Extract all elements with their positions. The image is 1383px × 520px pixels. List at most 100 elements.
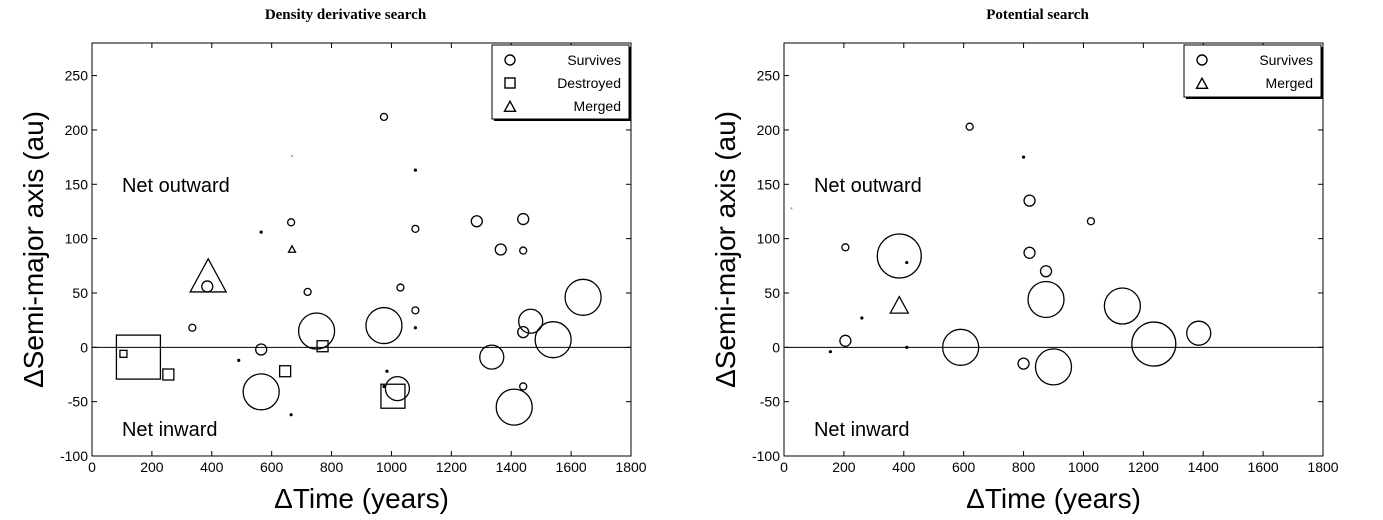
data-point-destroyed xyxy=(115,334,162,380)
data-point-survives xyxy=(1027,280,1065,319)
chart-title: Density derivative search xyxy=(264,7,427,23)
data-point-survives xyxy=(1034,348,1073,386)
y-tick-label: 150 xyxy=(65,176,89,192)
data-point-survives xyxy=(564,278,602,316)
data-point-survives xyxy=(382,384,386,389)
x-axis-label: ΔTime (years) xyxy=(274,483,449,514)
data-point-survives xyxy=(1103,287,1142,325)
data-point-survives xyxy=(413,326,417,330)
data-point-survives xyxy=(495,388,533,426)
x-tick-label: 400 xyxy=(200,459,224,475)
data-point-survives xyxy=(534,321,572,359)
data-point-survives xyxy=(1131,321,1177,367)
plot-frame xyxy=(91,42,632,457)
legend-marker-circle xyxy=(1196,54,1208,66)
data-point-dot xyxy=(790,207,793,210)
x-tick-label: 1000 xyxy=(376,459,407,475)
x-axis-label: ΔTime (years) xyxy=(966,483,1141,514)
y-tick-label: 250 xyxy=(757,68,781,84)
x-tick-label: 1400 xyxy=(496,459,527,475)
x-tick-label: 1800 xyxy=(1307,459,1338,475)
potential-search-chart: 0 200 400 600 800 1000 1200 1400 1600 1800-100-50… xyxy=(710,42,1339,514)
y-axis-label: ΔSemi-major axis (au) xyxy=(18,111,49,388)
y-tick-label: 100 xyxy=(757,231,781,247)
data-point-survives xyxy=(242,373,280,411)
data-point-survives xyxy=(905,260,909,265)
data-point-survives xyxy=(519,382,528,391)
y-tick-label: 0 xyxy=(80,339,88,355)
data-point-survives xyxy=(828,350,833,354)
data-point-survives xyxy=(365,306,403,345)
plot-frame xyxy=(783,42,1324,457)
data-point-survives xyxy=(1021,155,1026,159)
data-point-survives xyxy=(201,280,214,293)
legend-label: Survives xyxy=(567,52,621,68)
data-point-survives xyxy=(411,224,420,234)
data-point-destroyed xyxy=(162,368,175,381)
data-point-survives xyxy=(413,168,417,172)
x-tick-label: 600 xyxy=(952,459,976,475)
data-point-merged xyxy=(889,295,910,314)
x-tick-label: 1200 xyxy=(436,459,467,475)
data-point-survives xyxy=(519,246,528,255)
data-point-destroyed xyxy=(278,365,292,378)
data-point-survives xyxy=(385,369,389,373)
x-tick-label: 200 xyxy=(832,459,856,475)
data-point-survives xyxy=(1023,246,1036,259)
legend-marker-square xyxy=(504,77,516,89)
y-tick-label: 100 xyxy=(65,231,89,247)
y-tick-label: 50 xyxy=(764,285,780,301)
data-point-destroyed xyxy=(316,340,329,353)
data-point-survives xyxy=(1023,194,1036,207)
data-point-survives xyxy=(1186,320,1212,346)
data-point-survives xyxy=(494,243,507,256)
data-point-survives xyxy=(188,323,197,332)
data-point-survives xyxy=(479,344,505,370)
legend-label: Merged xyxy=(574,98,621,114)
legend-label: Destroyed xyxy=(557,75,621,91)
y-tick-label: -50 xyxy=(760,394,780,410)
y-tick-label: 200 xyxy=(757,122,781,138)
y-tick-label: -50 xyxy=(68,394,88,410)
data-point-survives xyxy=(841,243,850,252)
data-point-survives xyxy=(518,308,544,334)
legend-label: Merged xyxy=(1266,75,1313,91)
data-point-survives xyxy=(1086,217,1096,226)
x-tick-label: 800 xyxy=(1012,459,1036,475)
data-point-survives xyxy=(876,233,922,279)
potential-search-panel: 0 200 400 600 800 1000 1200 1400 1600 1800 -100 -50… xyxy=(692,0,1383,520)
data-point-survives xyxy=(965,122,974,131)
data-point-survives xyxy=(470,215,483,228)
data-point-merged xyxy=(189,257,228,293)
data-point-survives xyxy=(289,413,293,417)
legend-label: Survives xyxy=(1259,52,1313,68)
x-tick-label: 1200 xyxy=(1128,459,1159,475)
data-point-survives xyxy=(1017,357,1030,370)
data-point-survives xyxy=(517,325,530,339)
density-derivative-panel: 0 200 400 600 800 1000 1200 1400 1600 1800 -100 -50… xyxy=(0,0,691,520)
data-point-survives xyxy=(860,316,864,320)
data-point-destroyed xyxy=(380,383,406,409)
data-point-survives xyxy=(411,306,420,315)
density-derivative-chart: 0 200 400 600 800 1000 1200 1400 1600 1800-100-50… xyxy=(18,42,647,514)
y-tick-label: -100 xyxy=(60,448,88,464)
x-tick-label: 200 xyxy=(140,459,164,475)
data-point-merged xyxy=(287,244,297,253)
x-tick-label: 600 xyxy=(260,459,284,475)
legend-marker-triangle xyxy=(1195,76,1209,90)
data-point-survives xyxy=(259,230,263,234)
x-tick-label: 1600 xyxy=(556,459,587,475)
y-tick-label: 50 xyxy=(72,285,88,301)
x-tick-label: 0 xyxy=(780,459,788,475)
legend-marker-circle xyxy=(504,54,516,66)
data-point-survives xyxy=(286,218,296,227)
x-tick-label: 0 xyxy=(88,459,96,475)
data-point-survives xyxy=(905,345,909,349)
y-tick-label: 150 xyxy=(757,176,781,192)
data-point-survives xyxy=(839,334,852,347)
legend-marker-triangle xyxy=(503,99,517,113)
data-point-survives xyxy=(396,283,405,292)
data-point-survives xyxy=(379,112,389,122)
data-point-survives xyxy=(303,287,312,297)
annotation-net-inward: Net inward xyxy=(122,419,218,441)
